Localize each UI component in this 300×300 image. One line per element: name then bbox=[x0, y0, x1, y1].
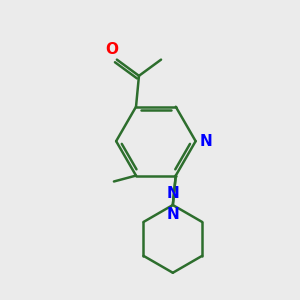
Text: N: N bbox=[167, 186, 179, 201]
Text: O: O bbox=[105, 42, 118, 57]
Text: N: N bbox=[167, 206, 179, 221]
Text: N: N bbox=[200, 134, 213, 149]
